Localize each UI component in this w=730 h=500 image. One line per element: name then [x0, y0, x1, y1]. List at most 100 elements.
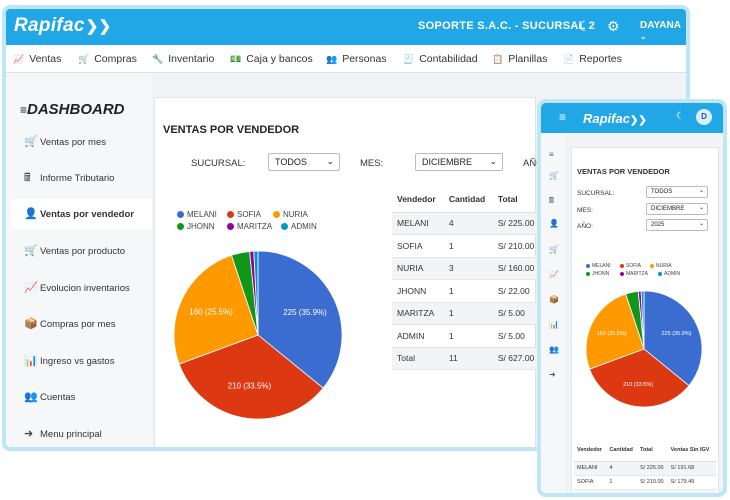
dark-mode-moon-icon[interactable]: ☾ [578, 18, 591, 34]
pie-slice-sofia[interactable] [178, 334, 324, 420]
menu-inventario[interactable]: 🔧 Inventario [152, 53, 215, 65]
mobile-app-logo[interactable]: Rapifac❯❯ [583, 111, 647, 126]
mobile-sucursal-select[interactable]: TODOS ⌄ [646, 186, 708, 198]
avatar[interactable]: D [696, 109, 712, 125]
table-row: NURIA 3 S/ 160.00 S/ 135.59 [574, 489, 716, 493]
pie-slice-nuria[interactable] [585, 293, 645, 370]
table-cell: S/ 22.00 [492, 279, 542, 303]
sidebar-item-informe-tributario[interactable]: 🖩 Informe Tributario [11, 163, 152, 193]
legend-item-melani: MELANI [586, 263, 611, 269]
mobile-sidebar: ≡ 🛒 🖩 👤 🛒 📈 📦 📊 👥 ➜ [541, 133, 565, 493]
arrow-right-icon[interactable]: ➜ [549, 370, 556, 379]
table-cell: MARITZA [392, 302, 444, 325]
users-icon: 👥 [24, 391, 38, 403]
table-header: Cantidad [443, 187, 493, 213]
mobile-sales-table: Vendedor Cantidad Total Ventas Sin IGV M… [574, 439, 716, 493]
hamburger-icon[interactable]: ≡ [20, 103, 28, 117]
table-cell: JHONN [392, 279, 444, 303]
chevron-down-icon: ⌄ [640, 32, 647, 41]
table-header: Cantidad [606, 439, 638, 462]
sidebar-item-ventas-mes[interactable]: 🛒 Ventas por mes [11, 127, 152, 157]
dashboard-title: ≡DASHBOARD [20, 101, 125, 118]
table-cell: S/ 210.00 [637, 475, 668, 490]
pie-slice-admin[interactable] [640, 290, 645, 350]
user-menu[interactable]: DAYANA ⌄ [640, 20, 681, 41]
table-row: ADMIN 1 S/ 5.00 [392, 324, 542, 348]
chevron-down-icon: ⌄ [698, 221, 704, 227]
legend-item-nuria: NURIA [273, 210, 308, 219]
table-cell: S/ 225.00 [492, 212, 542, 235]
mes-select[interactable]: DICIEMBRE ⌄ [415, 153, 503, 171]
sidebar-item-evolucion-inventarios[interactable]: 📈 Evolucion inventarios [11, 273, 152, 303]
legend-item-maritza: MARITZA [620, 271, 648, 277]
mobile-report-title: VENTAS POR VENDEDOR [577, 167, 670, 176]
pie-slice-sofia[interactable] [589, 348, 690, 408]
table-header: Total [492, 187, 542, 213]
company-name[interactable]: SOPORTE S.A.C. - SUCURSAL 2 [418, 20, 596, 32]
sidebar-item-ventas-producto[interactable]: 🛒 Ventas por producto [11, 236, 152, 266]
table-row: SOFIA 1 S/ 210.00 S/ 179.49 [574, 475, 716, 490]
mobile-report-panel: VENTAS POR VENDEDOR SUCURSAL: TODOS ⌄ MES… [571, 147, 719, 493]
table-header-row: Vendedor Cantidad Total Ventas Sin IGV [574, 439, 716, 462]
menu-caja-bancos[interactable]: 💵 Caja y bancos [230, 53, 313, 65]
pie-slice-nuria[interactable] [173, 254, 259, 365]
sidebar-item-compras-mes[interactable]: 📦 Compras por mes [11, 309, 152, 339]
mobile-mes-label: MES: [577, 207, 593, 214]
mobile-anio-select[interactable]: 2025 ⌄ [646, 219, 708, 231]
desktop-window: Rapifac❯❯ SOPORTE S.A.C. - SUCURSAL 2 ☾ … [2, 5, 690, 451]
bar-chart-icon[interactable]: 📊 [549, 320, 559, 329]
table-row: MELANI 4 S/ 225.00 S/ 191.68 [574, 461, 716, 476]
table-cell: S/ 225.00 [637, 461, 668, 476]
table-cell: 3 [606, 489, 638, 493]
menu-reportes[interactable]: 📄 Reportes [563, 53, 622, 65]
table-cell: 4 [606, 461, 638, 476]
sidebar-item-menu-principal[interactable]: ➜ Menu principal [11, 419, 152, 447]
tools-icon: 🔧 [152, 54, 164, 64]
receipt-icon: 🧾 [403, 54, 415, 64]
user-icon[interactable]: 👤 [549, 219, 559, 228]
menu-ventas[interactable]: 📈 Ventas [13, 53, 62, 65]
sucursal-select[interactable]: TODOS ⌄ [268, 153, 340, 171]
cart-icon: 🛒 [78, 54, 90, 64]
report-panel: VENTAS POR VENDEDOR SUCURSAL: TODOS ⌄ MES… [154, 97, 546, 447]
document-icon: 📄 [563, 54, 575, 64]
dark-mode-moon-icon[interactable]: ☾ [676, 111, 685, 122]
legend-item-melani: MELANI [177, 210, 217, 219]
pie-slice-admin[interactable] [253, 250, 259, 336]
table-total-row: Total 11 S/ 627.00 [392, 347, 542, 370]
cart-icon[interactable]: 🛒 [549, 171, 559, 180]
mobile-top-bar: ≡ Rapifac❯❯ ☾ D [541, 103, 723, 133]
chevron-down-icon: ⌄ [489, 156, 497, 166]
hamburger-icon[interactable]: ≡ [559, 110, 567, 124]
dropbox-icon[interactable]: 📦 [549, 295, 559, 304]
sales-table: Vendedor Cantidad Total MELANI 4 S/ 225.00… [392, 187, 542, 370]
app-logo[interactable]: Rapifac❯❯ [14, 15, 112, 36]
pie-slice-melani[interactable] [643, 290, 703, 387]
gear-icon[interactable]: ⚙ [607, 18, 620, 34]
calculator-icon[interactable]: 🖩 [549, 196, 554, 205]
table-row: NURIA 3 S/ 160.00 [392, 257, 542, 280]
chevron-down-icon: ⌄ [326, 156, 334, 166]
top-bar: Rapifac❯❯ SOPORTE S.A.C. - SUCURSAL 2 ☾ … [6, 9, 686, 45]
menu-compras[interactable]: 🛒 Compras [78, 53, 137, 65]
menu-planillas[interactable]: 📋 Planillas [492, 53, 548, 65]
anio-label: AÑO: [523, 158, 547, 169]
menu-contabilidad[interactable]: 🧾 Contabilidad [403, 53, 478, 65]
table-header: Vendedor [574, 439, 607, 462]
menu-personas[interactable]: 👥 Personas [326, 53, 387, 65]
cart-icon: 🛒 [24, 136, 38, 148]
pie-label-melani: 225 (35.9%) [661, 331, 691, 337]
users-icon[interactable]: 👥 [549, 345, 559, 354]
table-cell: MELANI [574, 461, 607, 476]
area-chart-icon[interactable]: 📈 [549, 270, 559, 279]
legend-dot [620, 263, 624, 268]
sidebar-item-cuentas[interactable]: 👥 Cuentas [11, 382, 152, 412]
hamburger-icon[interactable]: ≡ [549, 150, 554, 159]
pie-slice-melani[interactable] [257, 250, 343, 389]
cart-icon[interactable]: 🛒 [549, 245, 559, 254]
sidebar-item-ventas-vendedor[interactable]: 👤 Ventas por vendedor [11, 199, 152, 229]
table-header: Vendedor [392, 187, 444, 213]
dropbox-icon: 📦 [24, 318, 38, 330]
mobile-mes-select[interactable]: DICIEMBRE ⌄ [646, 203, 708, 215]
sidebar-item-ingreso-gastos[interactable]: 📊 Ingreso vs gastos [11, 346, 152, 376]
